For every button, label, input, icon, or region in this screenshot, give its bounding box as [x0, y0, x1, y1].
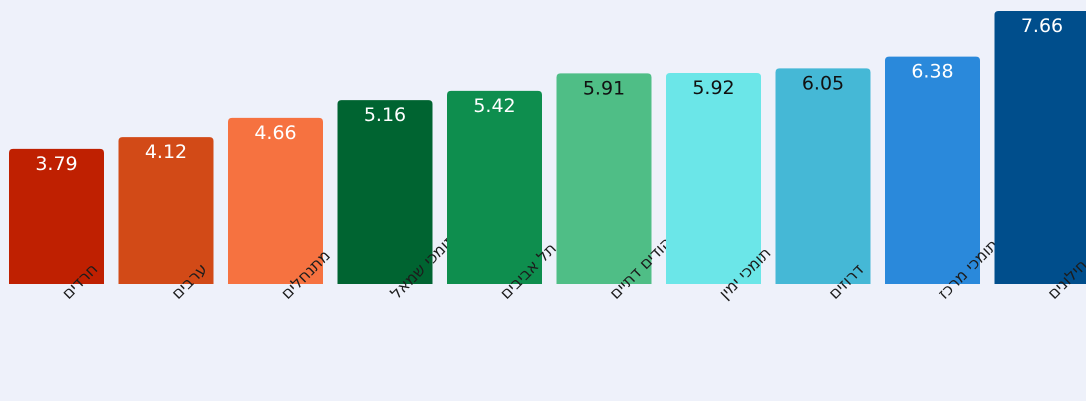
value-label-1: 3.79 — [35, 153, 77, 175]
value-label-6: 5.91 — [583, 77, 625, 99]
bar-1 — [9, 148, 104, 284]
bar-2 — [118, 137, 214, 284]
bar-3 — [228, 117, 323, 284]
bar-10 — [994, 11, 1086, 284]
value-label-9: 6.38 — [911, 61, 953, 83]
bar-5 — [447, 90, 542, 284]
value-label-8: 6.05 — [802, 72, 844, 94]
value-label-5: 5.42 — [473, 95, 515, 117]
bar-7 — [666, 73, 761, 284]
value-label-10: 7.66 — [1021, 15, 1063, 37]
value-label-4: 5.16 — [364, 104, 406, 126]
bar-8 — [775, 68, 871, 284]
value-label-2: 4.12 — [145, 141, 187, 163]
bar-6 — [556, 73, 652, 285]
value-label-3: 4.66 — [254, 122, 296, 144]
bar-4 — [337, 100, 433, 285]
value-label-7: 5.92 — [692, 77, 734, 99]
bar-9 — [885, 56, 980, 284]
